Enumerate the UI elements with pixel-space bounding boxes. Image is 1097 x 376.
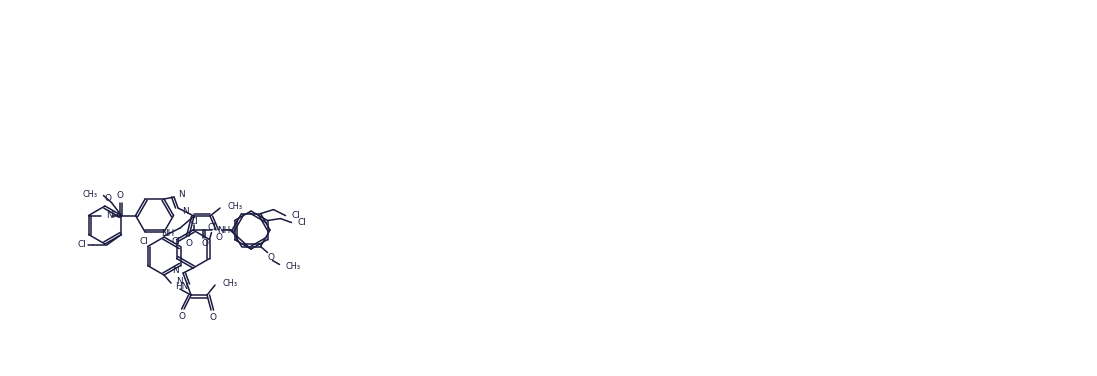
- Text: Cl: Cl: [297, 218, 306, 227]
- Text: N: N: [172, 265, 179, 274]
- Text: O: O: [215, 232, 223, 241]
- Text: N: N: [177, 276, 183, 285]
- Text: O: O: [210, 312, 216, 321]
- Text: O: O: [116, 191, 123, 200]
- Text: N: N: [182, 206, 189, 215]
- Text: Cl: Cl: [139, 238, 148, 246]
- Text: Cl: Cl: [171, 238, 180, 246]
- Text: NH: NH: [217, 226, 230, 235]
- Text: NH: NH: [161, 229, 174, 238]
- Text: O: O: [179, 312, 185, 321]
- Text: HN: HN: [176, 282, 189, 291]
- Text: O: O: [185, 238, 193, 247]
- Text: Cl: Cl: [207, 223, 216, 232]
- Text: O: O: [202, 238, 208, 247]
- Text: CH₃: CH₃: [227, 202, 242, 211]
- Text: N: N: [178, 190, 184, 199]
- Text: O: O: [267, 253, 274, 262]
- Text: CH₃: CH₃: [285, 262, 301, 271]
- Text: Cl: Cl: [78, 240, 87, 249]
- Text: CH₃: CH₃: [82, 190, 98, 199]
- Text: O: O: [105, 194, 112, 203]
- Text: Cl: Cl: [292, 211, 301, 220]
- Text: NH: NH: [106, 211, 120, 220]
- Text: CH₃: CH₃: [222, 279, 237, 288]
- Text: Cl: Cl: [190, 217, 199, 226]
